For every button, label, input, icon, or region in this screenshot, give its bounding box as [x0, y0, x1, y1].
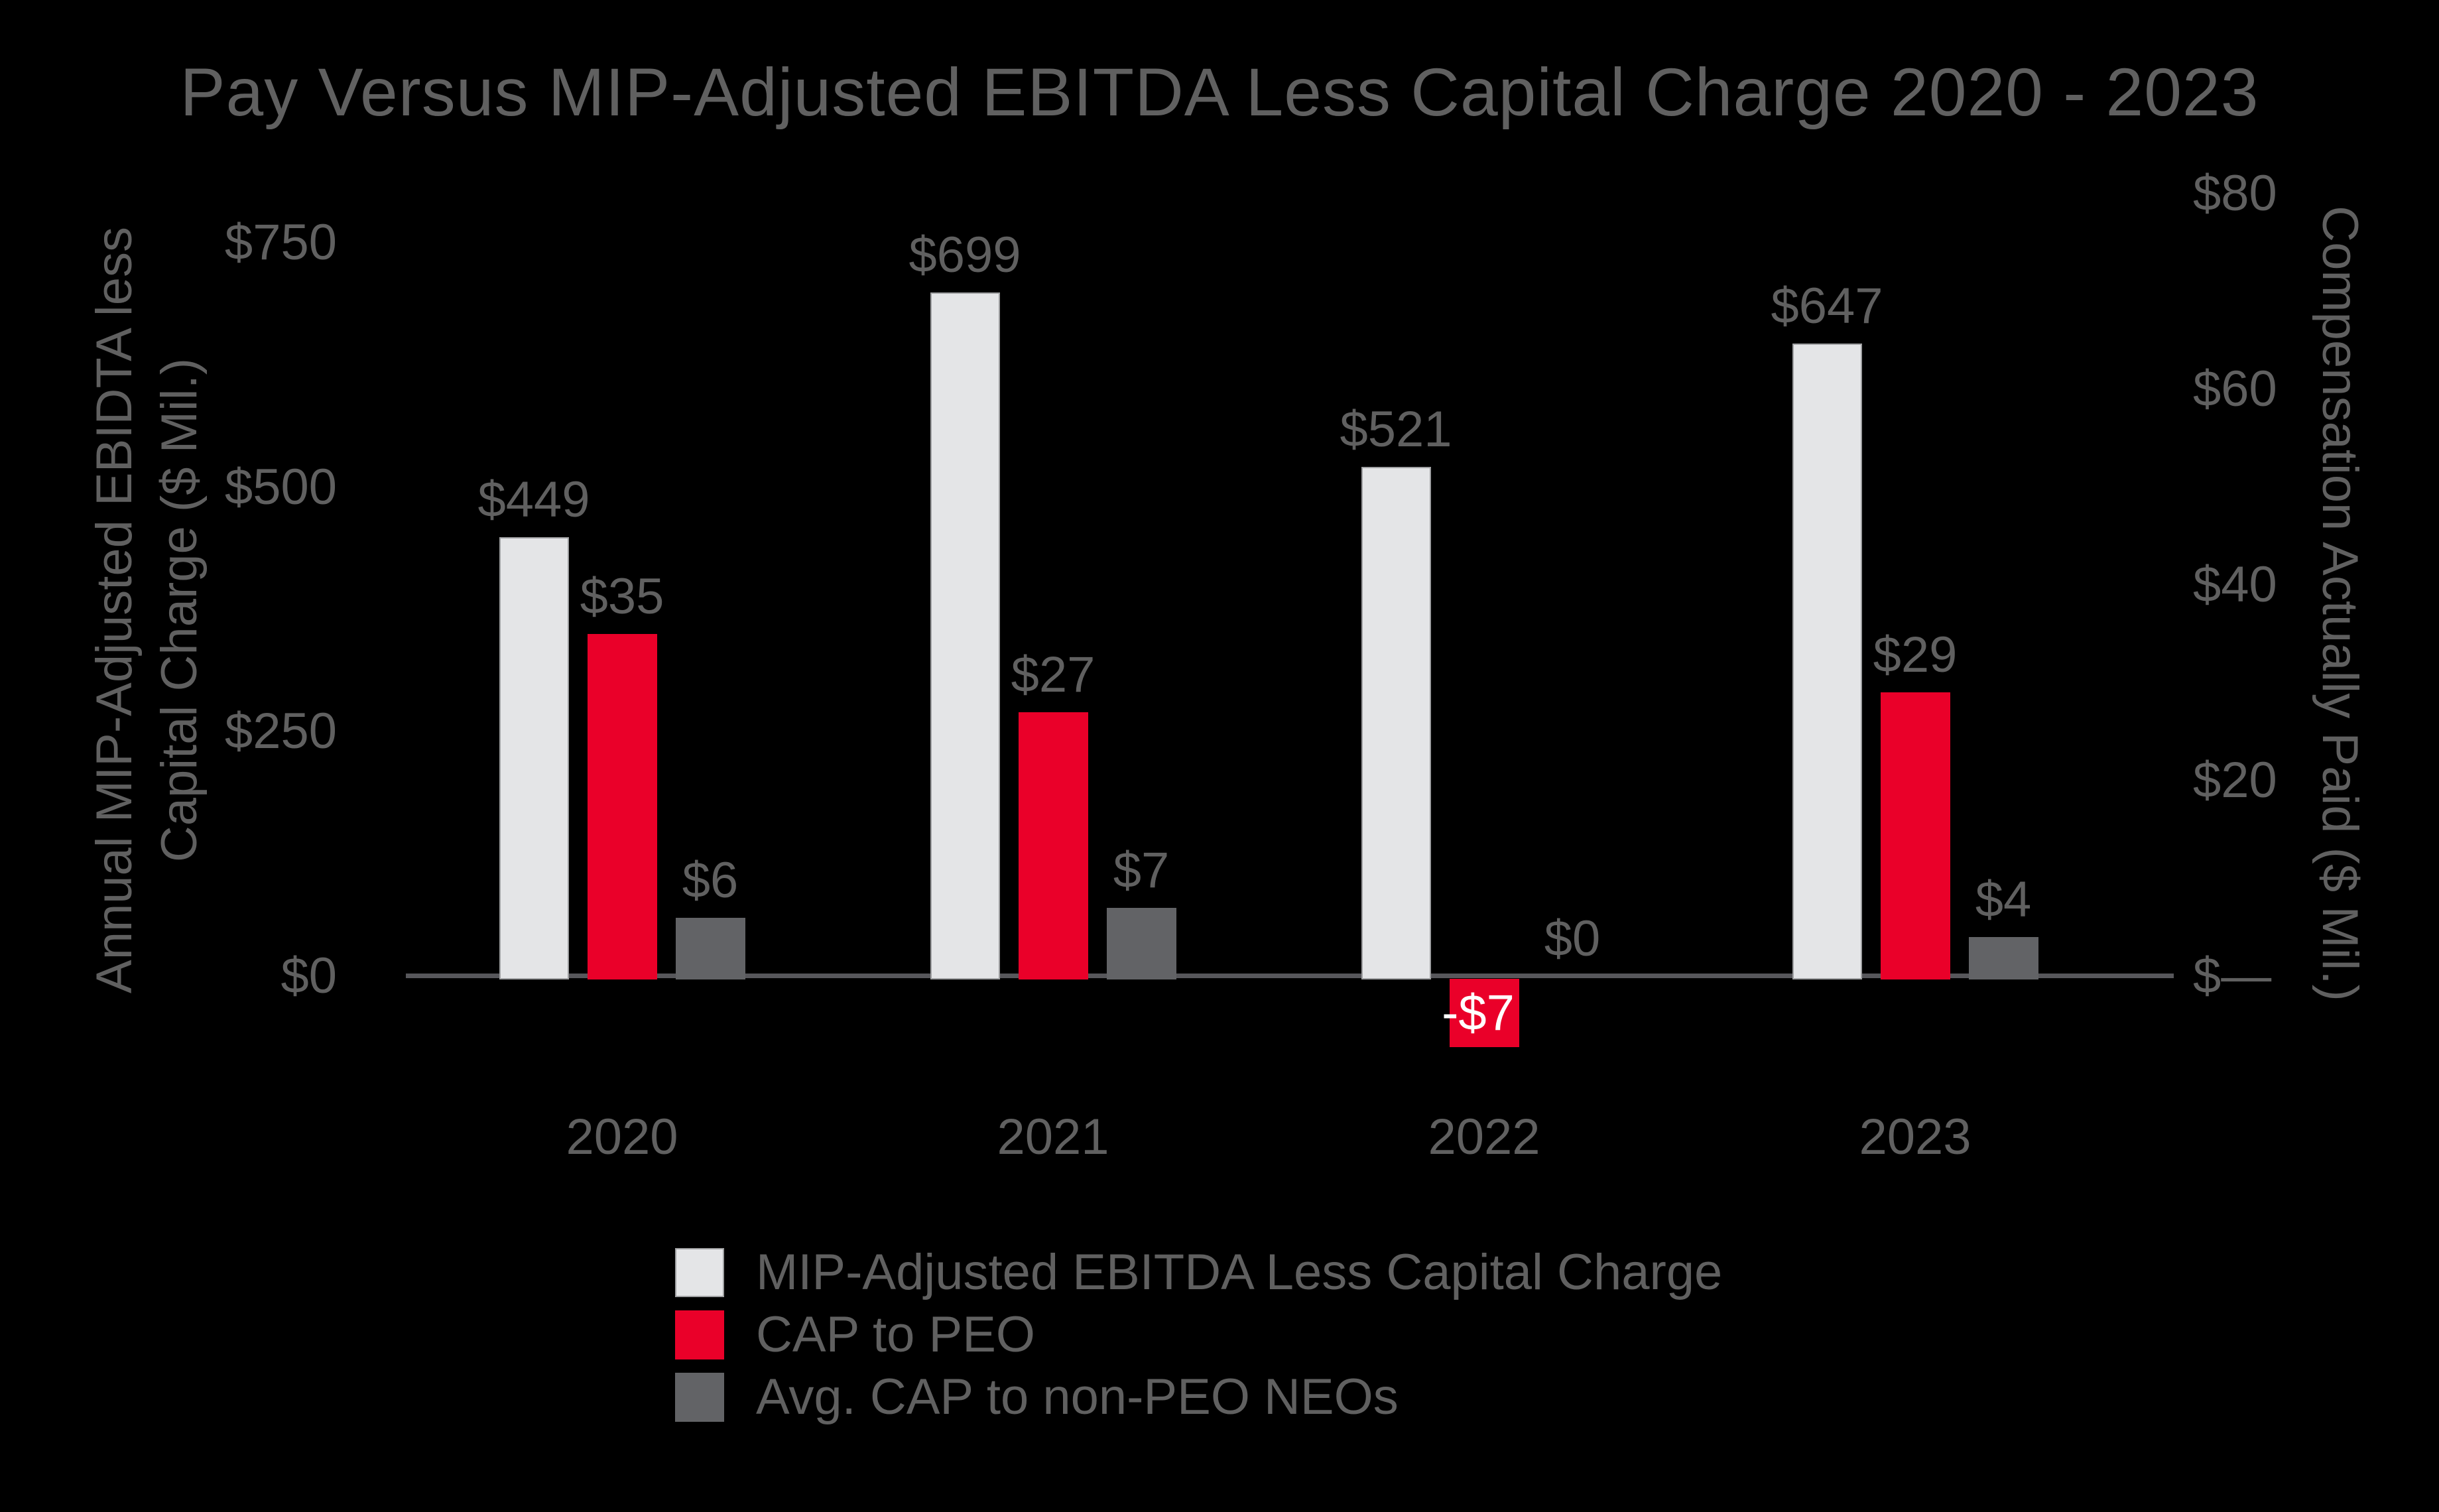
x-axis-label-2023: 2023: [1859, 1109, 1971, 1165]
bar-2022-mip-ebitda: [1361, 466, 1431, 979]
value-label-2021-mip-ebitda: $699: [908, 227, 1021, 284]
bar-2021-cap-peo: [1018, 712, 1088, 979]
value-label-2020-mip-ebitda: $449: [477, 471, 590, 528]
legend-label-cap-peo: CAP to PEO: [756, 1306, 1036, 1363]
left-axis-tick-0: $0: [281, 948, 337, 1004]
value-label-2020-avg-cap-neo: $6: [682, 851, 739, 909]
left-axis-tick-500: $500: [224, 458, 337, 515]
right-axis-tick-40: $40: [2193, 556, 2277, 613]
left-axis-title-line-1: Annual MIP-Adjusted EBIDTA less: [86, 227, 143, 993]
bar-2021-avg-cap-neo: [1106, 907, 1176, 979]
right-axis-tick-0: $—: [2193, 948, 2272, 1004]
legend-swatch-avg-cap-neo: [675, 1373, 724, 1422]
right-axis-tick-80: $80: [2193, 165, 2277, 221]
x-axis-line: [406, 974, 2174, 978]
value-label-2020-cap-peo: $35: [580, 568, 664, 625]
value-label-2022-mip-ebitda: $521: [1340, 401, 1452, 458]
left-axis-title-line-2: Capital Charge ($ Mil.): [151, 357, 208, 863]
x-axis-label-2021: 2021: [997, 1109, 1109, 1165]
right-axis-tick-60: $60: [2193, 361, 2277, 417]
bar-2022-cap-peo: [1449, 979, 1519, 1047]
bar-2020-avg-cap-neo: [675, 917, 745, 979]
legend-label-mip-ebitda: MIP-Adjusted EBITDA Less Capital Charge: [756, 1244, 1723, 1300]
legend-swatch-mip-ebitda: [675, 1248, 724, 1297]
value-label-2023-avg-cap-neo: $4: [1975, 871, 2032, 928]
x-axis-label-2020: 2020: [566, 1109, 678, 1165]
x-axis-label-2022: 2022: [1428, 1109, 1540, 1165]
value-label-2021-cap-peo: $27: [1011, 646, 1095, 703]
value-label-2023-cap-peo: $29: [1873, 627, 1958, 684]
bar-2020-cap-peo: [587, 633, 657, 979]
left-axis-tick-250: $250: [224, 703, 337, 760]
left-axis-title-text: Annual MIP-Adjusted EBIDTA less Capital …: [82, 227, 212, 993]
legend-label-avg-cap-neo: Avg. CAP to non-PEO NEOs: [756, 1369, 1399, 1425]
bar-2021-mip-ebitda: [930, 292, 1000, 979]
bar-2023-mip-ebitda: [1792, 343, 1862, 979]
value-label-2023-mip-ebitda: $647: [1771, 277, 1883, 334]
value-label-2022-cap-peo: -$7: [1442, 984, 1515, 1041]
value-label-2021-avg-cap-neo: $7: [1113, 842, 1170, 899]
bar-2023-avg-cap-neo: [1968, 937, 2038, 979]
legend-swatch-cap-peo: [675, 1310, 724, 1359]
chart-title: Pay Versus MIP-Adjusted EBITDA Less Capi…: [180, 54, 2259, 130]
value-label-2022-avg-cap-neo: $0: [1544, 911, 1601, 967]
bar-2023-cap-peo: [1880, 692, 1950, 979]
right-axis-tick-20: $20: [2193, 752, 2277, 808]
bar-2020-mip-ebitda: [499, 536, 569, 979]
left-axis-tick-750: $750: [224, 214, 337, 271]
